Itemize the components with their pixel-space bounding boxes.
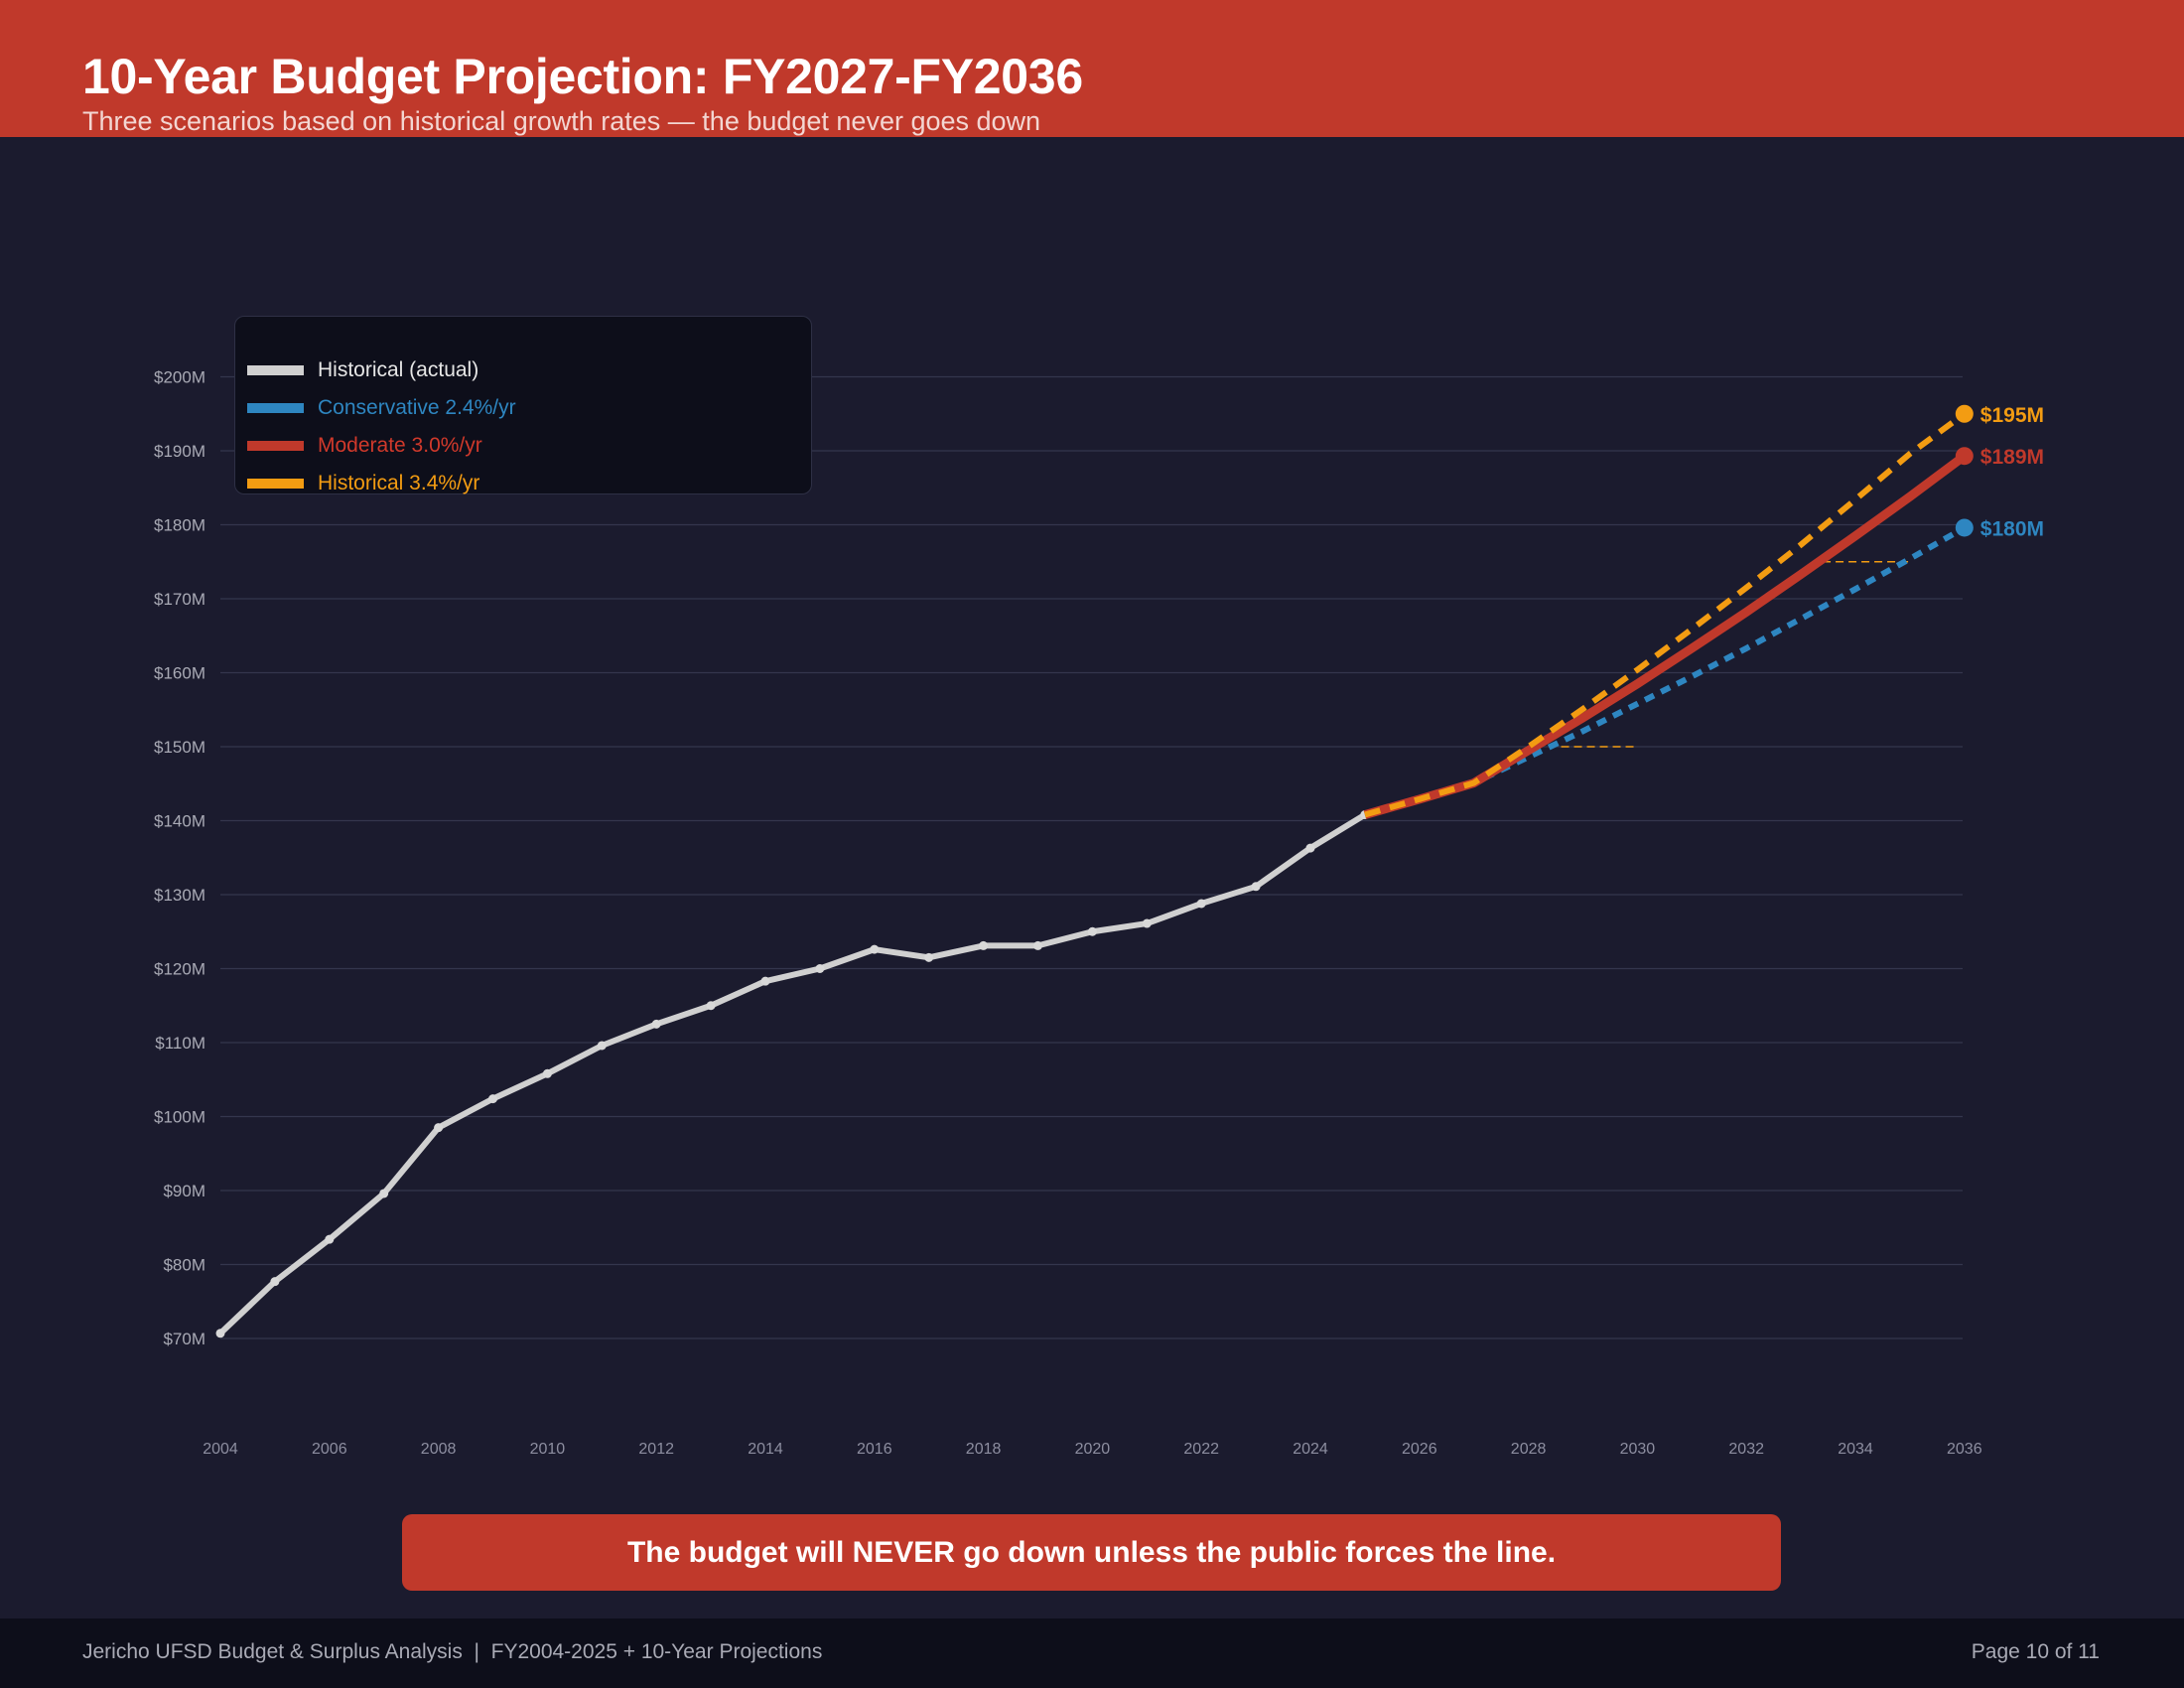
callout-banner: The budget will NEVER go down unless the… <box>402 1514 1781 1591</box>
x-tick-label: 2012 <box>638 1441 674 1458</box>
x-axis-ticks: 2004 2006 2008 2010 2012 2014 2016 2018 2020 2022… <box>203 1441 1981 1458</box>
x-tick-label: 2016 <box>857 1441 892 1458</box>
historical-actual-line <box>217 811 1368 1336</box>
historical-point <box>924 952 934 962</box>
historical-rate-line <box>1364 411 1967 818</box>
chart-annotation-markers <box>1561 561 1910 748</box>
y-tick-label: $150M <box>154 738 205 757</box>
x-tick-label: 2014 <box>748 1441 783 1458</box>
historical-point <box>325 1234 335 1244</box>
x-tick-label: 2008 <box>421 1441 457 1458</box>
historical-point <box>1305 843 1315 853</box>
legend-item-historical-actual: Historical (actual) <box>247 356 478 384</box>
legend-label: Conservative 2.4%/yr <box>318 396 516 419</box>
legend-item-conservative: Conservative 2.4%/yr <box>247 394 516 422</box>
callout-text: The budget will NEVER go down unless the… <box>626 1535 1557 1569</box>
legend-label: Historical 3.4%/yr <box>318 472 480 494</box>
y-tick-label: $140M <box>154 812 205 831</box>
x-tick-label: 2018 <box>966 1441 1002 1458</box>
historical-rate-end-dot <box>1955 404 1974 423</box>
moderate-end-dot <box>1955 447 1974 466</box>
chart-legend: Historical (actual) Conservative 2.4%/yr… <box>234 316 812 494</box>
legend-swatch-conservative <box>247 403 304 413</box>
conservative-line <box>1364 524 1967 818</box>
historical-point <box>597 1041 607 1051</box>
y-axis-ticks: $70M $80M $90M $100M $110M $120M $130M $140M $15… <box>154 368 205 1349</box>
y-tick-label: $180M <box>154 516 205 535</box>
historical-rate-end-label: $195M <box>1980 404 2044 427</box>
historical-point <box>815 964 825 973</box>
x-tick-label: 2036 <box>1947 1441 1982 1458</box>
conservative-end-dot <box>1955 518 1974 537</box>
y-tick-label: $190M <box>154 442 205 461</box>
x-tick-label: 2010 <box>530 1441 566 1458</box>
footer-source-text: Jericho UFSD Budget & Surplus Analysis |… <box>82 1640 823 1663</box>
y-tick-label: $100M <box>154 1108 205 1127</box>
page-subtitle: Three scenarios based on historical grow… <box>82 106 1041 136</box>
x-tick-label: 2030 <box>1620 1441 1656 1458</box>
conservative-end-label: $180M <box>1980 517 2044 540</box>
historical-point <box>870 944 880 954</box>
y-tick-label: $170M <box>154 590 205 609</box>
y-tick-label: $80M <box>163 1256 205 1275</box>
x-tick-label: 2022 <box>1183 1441 1219 1458</box>
y-tick-label: $160M <box>154 664 205 683</box>
x-tick-label: 2034 <box>1838 1441 1873 1458</box>
chart-series-lines <box>215 411 1968 1338</box>
chart-end-labels: $195M $189M $180M <box>1955 404 2044 540</box>
x-tick-label: 2006 <box>312 1441 347 1458</box>
historical-point <box>542 1068 552 1078</box>
x-tick-label: 2020 <box>1075 1441 1111 1458</box>
page-number: Page 10 of 11 <box>1971 1640 2100 1663</box>
page-title: 10-Year Budget Projection: FY2027-FY2036 <box>82 49 1083 104</box>
legend-label: Moderate 3.0%/yr <box>318 434 482 457</box>
y-tick-label: $130M <box>154 886 205 905</box>
legend-swatch-historical-rate <box>247 479 304 489</box>
legend-label: Historical (actual) <box>318 358 479 381</box>
x-tick-label: 2028 <box>1511 1441 1547 1458</box>
historical-point <box>760 976 770 986</box>
x-tick-label: 2026 <box>1402 1441 1437 1458</box>
legend-swatch-moderate <box>247 441 304 451</box>
historical-point <box>1033 940 1042 950</box>
historical-point <box>434 1123 444 1133</box>
x-tick-label: 2032 <box>1728 1441 1764 1458</box>
legend-swatch-historical-actual <box>247 365 304 375</box>
chart-gridlines <box>220 375 1963 1339</box>
moderate-end-label: $189M <box>1980 446 2044 469</box>
historical-point <box>706 1001 716 1011</box>
header-banner: 10-Year Budget Projection: FY2027-FY2036… <box>0 0 2184 137</box>
historical-point <box>215 1329 225 1338</box>
y-tick-label: $120M <box>154 960 205 979</box>
historical-point <box>1196 899 1206 909</box>
historical-point <box>270 1277 280 1287</box>
legend-item-historical-rate: Historical 3.4%/yr <box>247 470 479 497</box>
x-tick-label: 2024 <box>1293 1441 1328 1458</box>
y-tick-label: $70M <box>163 1330 205 1348</box>
historical-point <box>379 1189 389 1198</box>
legend-item-moderate: Moderate 3.0%/yr <box>247 432 482 460</box>
footer: Jericho UFSD Budget & Surplus Analysis |… <box>0 1618 2184 1688</box>
historical-point <box>1087 926 1097 936</box>
historical-point <box>651 1019 661 1029</box>
y-tick-label: $110M <box>155 1034 205 1053</box>
historical-point <box>1251 882 1261 892</box>
x-tick-label: 2004 <box>203 1441 238 1458</box>
y-tick-label: $200M <box>154 368 205 387</box>
historical-point <box>1142 918 1152 928</box>
moderate-line <box>1363 452 1968 819</box>
historical-point <box>979 940 989 950</box>
historical-point <box>488 1094 497 1104</box>
y-tick-label: $90M <box>163 1182 205 1200</box>
